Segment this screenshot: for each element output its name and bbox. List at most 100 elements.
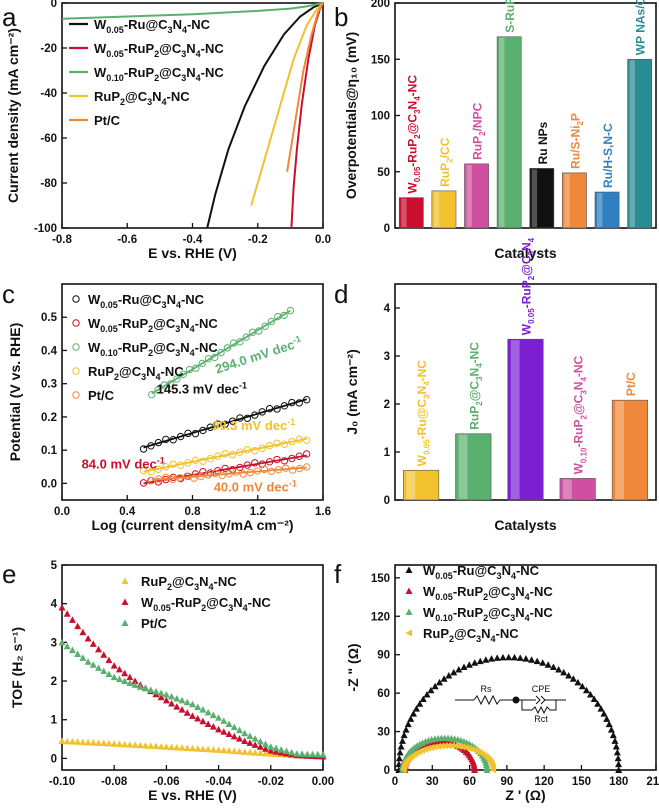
panel-f-point <box>489 766 497 774</box>
slope-value: 99.3 mV dec <box>212 418 287 433</box>
panel-b-bar <box>594 191 620 229</box>
label-subscript: 4 <box>182 25 187 35</box>
label-subscript: 2 <box>449 634 454 644</box>
panel-a-ytick-label: -40 <box>40 88 57 100</box>
panel-e-point <box>168 693 176 700</box>
label-part: @C <box>572 394 586 415</box>
panel-c-point <box>281 464 290 472</box>
panel-e-point <box>194 715 202 722</box>
panel-f-frame <box>394 564 657 771</box>
panel-a-ytick-label: -20 <box>40 43 57 55</box>
label-part: N <box>233 595 242 610</box>
panel-e-point <box>131 741 139 748</box>
panel-c-point <box>243 461 252 469</box>
panel-f-point <box>560 668 568 676</box>
label-subscript: 0.05 <box>435 592 453 602</box>
label-part: -RuP <box>520 280 534 308</box>
panel-f-point <box>555 666 563 673</box>
panel-c-point <box>295 452 303 460</box>
label-part: @C <box>520 255 534 276</box>
panel-b-bar-shine <box>401 198 407 227</box>
label-part: /CC <box>438 137 452 158</box>
panel-f-point <box>451 742 459 750</box>
panel-e-point <box>63 642 71 650</box>
panel-b-bar-shine <box>564 173 570 227</box>
label-subscript: 3 <box>527 250 536 255</box>
panel-f-point <box>549 663 557 670</box>
panel-c-point <box>221 450 229 458</box>
panel-d-bar-label: Pt/C <box>624 372 638 396</box>
panel-e-point <box>157 689 165 697</box>
panel-e-point <box>162 691 170 698</box>
resistor-rct <box>531 705 551 715</box>
panel-e-point <box>256 743 264 750</box>
label-subscript: 4 <box>491 634 496 644</box>
panel-c-point <box>139 445 148 453</box>
panel-e-point <box>105 656 113 664</box>
panel-e-point <box>282 747 290 754</box>
label-part: @C <box>119 364 142 379</box>
panel-c-point <box>273 405 281 413</box>
label-part: @C <box>206 595 229 610</box>
panel-e-ytick-label: 0 <box>51 753 57 765</box>
panel-d-ytick-label: 4 <box>384 303 391 315</box>
panel-f-ylabel: -Z " (Ω) <box>345 643 361 691</box>
label-part: N <box>180 340 189 355</box>
panel-a-legend-label: W0.05-Ru@C3N4-NC <box>94 17 211 35</box>
label-part: @C <box>159 41 182 56</box>
panel-f-ytick-label: 60 <box>377 688 390 700</box>
panel-f-point <box>431 682 439 690</box>
panel-b-bar <box>529 168 555 229</box>
panel-c-ylabel: Potential (V vs. RHE) <box>7 323 23 461</box>
label-part: Ru NPs <box>536 121 550 164</box>
panel-c-point <box>176 461 185 469</box>
label-subscript: 2 <box>201 603 206 613</box>
panel-c-point <box>280 440 289 448</box>
label-part: -NC <box>187 17 211 32</box>
panel-e-point <box>152 742 160 750</box>
panel-c-fit-line <box>151 466 307 481</box>
label-part: N <box>467 368 481 377</box>
panel-e-point <box>319 751 327 758</box>
label-subscript: 2 <box>527 275 536 280</box>
panel-c-point <box>214 420 222 428</box>
panel-e-point <box>246 748 254 756</box>
panel-f-point <box>397 743 405 750</box>
label-subscript: 3 <box>175 348 180 358</box>
panel-c-point <box>288 454 296 463</box>
panel-c-legend-marker <box>72 319 80 327</box>
label-part: W <box>141 595 154 610</box>
panel-f-legend-label: W0.05-RuP2@C3N4-NC <box>423 584 553 602</box>
panel-c-slope-label: 145.3 mV dec-1 <box>157 381 247 397</box>
panel-c-xtick-label: 1.2 <box>250 506 266 518</box>
label-part: N <box>146 364 155 379</box>
panel-d-ylabel: J₀ (mA cm⁻²) <box>344 349 360 435</box>
label-subscript: 3 <box>228 603 233 613</box>
panel-e-point <box>63 610 71 617</box>
label-part: -NC <box>201 41 225 56</box>
panel-c-point <box>173 375 181 383</box>
slope-unit-exp: -1 <box>291 333 302 345</box>
panel-f-point <box>510 653 518 661</box>
panel-c-point <box>280 402 289 410</box>
panel-a-legend-label: W0.10-RuP2@C3N4-NC <box>94 65 224 83</box>
panel-e-point <box>95 645 103 653</box>
panel-c-point <box>179 370 187 378</box>
label-subscript: 4 <box>525 592 530 602</box>
panel-e-point <box>136 683 144 690</box>
panel-e-point <box>84 634 92 642</box>
panel-e-point <box>230 723 238 731</box>
panel-e-point <box>162 696 170 704</box>
label-part: S-RuP@NPSC-1000 <box>503 0 517 33</box>
panel-e-point <box>251 741 259 748</box>
label-part: W <box>94 65 107 80</box>
panel-e-point <box>110 740 118 747</box>
panel-f-point <box>574 678 582 686</box>
panel-c-point <box>225 470 233 478</box>
panel-f-point <box>578 682 586 690</box>
label-subscript: 3 <box>141 372 146 382</box>
panel-e-point <box>95 739 103 746</box>
label-part: W <box>405 182 419 194</box>
panel-c-point <box>169 436 177 444</box>
